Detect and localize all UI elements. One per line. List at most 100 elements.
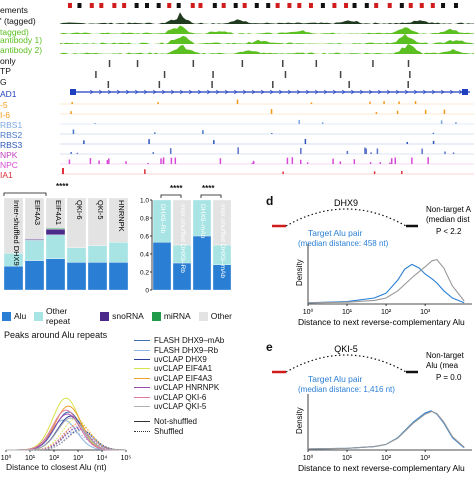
alu-element-tick (134, 3, 139, 8)
alu-element-tick (122, 3, 127, 8)
y-tick-label: 0 (145, 288, 149, 295)
stacked-bar-segment (3, 265, 24, 291)
gene-direction-arrow (152, 89, 157, 95)
alu-element-tick (287, 3, 292, 8)
legend-label: uvCLAP QKI-6 (154, 392, 207, 402)
gene-direction-arrow (134, 89, 139, 95)
legend-line (134, 405, 150, 407)
gene-direction-arrow (422, 89, 427, 95)
signal-peak (125, 161, 127, 164)
legend-line (134, 358, 150, 360)
signal-peak (271, 132, 273, 134)
signal-peak (72, 129, 75, 134)
signal-peak (291, 157, 294, 164)
alu-element-tick (167, 3, 172, 8)
legend-label: Alu (14, 311, 27, 321)
signal-peak (148, 139, 150, 144)
alu-element-tick (156, 3, 161, 8)
signal-peak (369, 162, 372, 164)
gene-direction-arrow (215, 89, 220, 95)
legend-line (134, 430, 150, 432)
y-axis-label: Density (295, 407, 304, 434)
gene-direction-arrow (341, 89, 346, 95)
track-label: -5 (0, 100, 8, 110)
stacked-bar-segment (45, 229, 66, 235)
peak-call-tick (284, 71, 287, 78)
gene-direction-arrow (278, 89, 283, 95)
gene-direction-arrow (98, 89, 103, 95)
stacked-bar-segment (45, 258, 66, 291)
target-label: Target Alu pair (308, 228, 363, 238)
gene-direction-arrow (143, 89, 148, 95)
density-curve (6, 425, 126, 451)
stacked-bar-segment (66, 262, 87, 291)
signal-peak (154, 132, 156, 134)
gene-direction-arrow (431, 89, 436, 95)
stacked-bar-segment (152, 242, 172, 291)
alu-element-tick (212, 3, 217, 8)
gene-direction-arrow (404, 89, 409, 95)
gene-direction-arrow (287, 89, 292, 95)
stacked-bar-segment (3, 197, 24, 254)
track-label: IA1 (0, 170, 13, 180)
x-tick-label: 10⁰ (303, 308, 314, 316)
stacked-bar-segment (45, 197, 66, 229)
bar-category-label: Inter-shuffled DHX9–mAb (219, 204, 226, 278)
signal-peak (282, 171, 284, 174)
alu-element-tick (275, 3, 280, 8)
peaks-plot: 10⁰ 10¹ 10² 10³ 10⁴ 10⁵ (1, 397, 132, 462)
alu-element-tick (364, 3, 369, 8)
protein-name: QKI-5 (334, 344, 358, 354)
bar-category-label: HNRNPK (117, 200, 126, 232)
alu-element-tick (374, 3, 379, 8)
gene-direction-arrow (269, 89, 274, 95)
signal-peak (162, 159, 165, 164)
gene-direction-arrow (206, 89, 211, 95)
signal-peak (213, 140, 215, 144)
peak-call-tick (136, 60, 139, 67)
track-label: RBS2 (0, 130, 23, 140)
gene-direction-arrow (449, 89, 454, 95)
gene-direction-arrow (368, 89, 373, 95)
peak-call-tick (163, 71, 166, 78)
legend-label: Shuffled (154, 426, 184, 436)
signal-peak (298, 119, 300, 124)
x-tick-label: 10⁵ (121, 455, 132, 462)
nontarget-label: Non-target A (426, 205, 472, 214)
peaks-legend-item: uvCLAP QKI-6 (134, 392, 224, 402)
signal-peak (390, 158, 393, 164)
gene-direction-arrow (224, 89, 229, 95)
gene-direction-arrow (350, 89, 355, 95)
density-curve (6, 415, 126, 451)
density-curve (6, 431, 126, 451)
alu-element-tick (399, 3, 404, 8)
alu-element-tick (99, 3, 104, 8)
signal-peak (370, 152, 372, 154)
right-significance-1: **** (170, 184, 183, 193)
legend-label: miRNA (163, 311, 191, 321)
stacked-bar-segment (87, 245, 108, 263)
alu-element-tick (352, 3, 357, 8)
signal-peak (455, 122, 457, 124)
gene-direction-arrow (242, 89, 247, 95)
gene-direction-arrow (251, 89, 256, 95)
signal-track (60, 25, 474, 34)
track-label: ements (0, 5, 28, 15)
peak-call-tick (282, 60, 284, 67)
gene-direction-arrow (314, 89, 319, 95)
signal-peak (237, 147, 239, 154)
gene-direction-arrow (233, 89, 238, 95)
x-axis-label: Distance to next reverse-complementary A… (298, 317, 465, 327)
signal-peak (401, 170, 403, 174)
alu-element-tick (453, 3, 458, 8)
signal-peak (98, 160, 100, 164)
stacked-bar-segment (108, 242, 129, 263)
track-label: AD1 (0, 89, 17, 99)
peak-call-tick (372, 60, 374, 67)
stacked-bar-segment (192, 199, 212, 237)
signal-peak (174, 157, 177, 164)
peaks-legend-item: uvCLAP QKI-5 (134, 402, 224, 411)
signal-peak (236, 99, 239, 104)
signal-peak (169, 148, 172, 154)
peaks-xlabel: Distance to closest Alu (nt) (6, 462, 107, 472)
